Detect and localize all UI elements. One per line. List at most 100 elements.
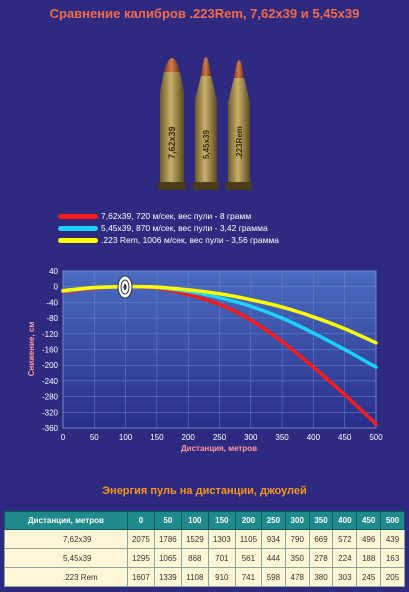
table-cell: 1295 [126, 548, 155, 568]
energy-table-title: Энергия пуль на дистанции, джоулей [102, 485, 307, 497]
legend-label: 7,62x39, 720 м/сек, вес пули - 8 грамм [101, 211, 252, 221]
x-tick-label: 300 [244, 433, 258, 442]
table-cell: 572 [332, 529, 358, 549]
cartridge-label-223: .223Rem [235, 126, 244, 159]
table-cell: 1303 [207, 529, 236, 549]
column-header: 0 [126, 511, 155, 530]
legend-label: .223 Rem, 1006 м/сек, вес пули - 3,56 гр… [101, 235, 280, 245]
table-cell: 380 [308, 567, 334, 587]
cartridge-762 [158, 58, 186, 190]
legend-item: .223 Rem, 1006 м/сек, вес пули - 3,56 гр… [58, 234, 279, 246]
column-header: 150 [207, 511, 236, 530]
x-tick-label: 250 [213, 433, 227, 442]
page-title: Сравнение калибров .223Rem, 7,62x39 и 5,… [49, 6, 360, 21]
column-header: 200 [234, 511, 263, 530]
table-cell: 1339 [153, 567, 182, 587]
y-axis-label: Снижение, см [27, 322, 36, 377]
table-cell: 598 [261, 567, 286, 587]
table-cell: 790 [284, 529, 310, 549]
x-tick-label: 100 [119, 433, 133, 442]
cartridges-image: 7,62x39 5,45x39 .223Rem [158, 57, 252, 190]
y-tick-label: -40 [46, 298, 58, 307]
x-tick-label: 400 [307, 433, 321, 442]
y-tick-label: 40 [49, 267, 58, 276]
table-cell: 1607 [126, 567, 155, 587]
column-header-distance: Дистанция, метров [4, 511, 128, 530]
target-icon [117, 275, 133, 299]
table-row-label: .223 Rem [4, 567, 128, 587]
table-cell: 561 [234, 548, 263, 568]
table-cell: 303 [332, 567, 358, 587]
table-cell: 163 [380, 548, 405, 568]
table-cell: 1065 [153, 548, 182, 568]
x-tick-label: 450 [338, 433, 352, 442]
table-cell: 278 [308, 548, 334, 568]
series-lines [61, 284, 378, 426]
table-row: 7,62x39 2075 1786 1529 1303 1105 934 790 669 572 4… [4, 529, 405, 549]
x-tick-label: 500 [369, 433, 383, 442]
y-tick-label: -80 [46, 314, 58, 323]
column-header: 50 [153, 511, 182, 530]
column-header: 300 [284, 511, 310, 530]
legend: 7,62x39, 720 м/сек, вес пули - 8 грамм 5… [58, 210, 279, 246]
table-cell: 205 [380, 567, 405, 587]
table-row: 5,45x39 1295 1065 868 701 561 444 350 278 224 188 1… [4, 548, 405, 568]
column-header: 250 [261, 511, 286, 530]
column-header: 500 [380, 511, 405, 530]
table-cell: 1105 [234, 529, 263, 549]
cartridge-545 [193, 57, 219, 190]
column-header: 350 [308, 511, 334, 530]
table-cell: 224 [332, 548, 358, 568]
table-cell: 350 [284, 548, 310, 568]
y-tick-label: -360 [42, 424, 59, 433]
y-tick-label: -240 [42, 377, 59, 386]
table-cell: 741 [234, 567, 263, 587]
y-tick-label: -280 [42, 393, 59, 402]
series-line-2 [61, 284, 378, 345]
y-tick-labels: 40 0 -40 -80 -120 -160 -200 -240 -280 -320 -360 [42, 267, 59, 433]
table-cell: 439 [380, 529, 405, 549]
column-header: 400 [332, 511, 358, 530]
energy-table: Дистанция, метров 0 50 100 150 200 250 300 350 40… [4, 511, 405, 587]
table-cell: 245 [356, 567, 382, 587]
x-axis-label: Дистанция, метров [181, 444, 257, 453]
legend-swatch [58, 237, 98, 243]
table-cell: 1108 [180, 567, 209, 587]
table-cell: 910 [207, 567, 236, 587]
x-tick-label: 350 [275, 433, 289, 442]
legend-item: 5,45x39, 870 м/сек, вес пули - 3,42 грам… [58, 222, 279, 234]
table-cell: 444 [261, 548, 286, 568]
legend-swatch [58, 213, 98, 219]
table-cell: 478 [284, 567, 310, 587]
x-tick-label: 150 [150, 433, 164, 442]
cartridge-label-545: 5,45x39 [202, 130, 211, 159]
y-tick-label: -200 [42, 361, 59, 370]
y-tick-label: -320 [42, 408, 59, 417]
table-cell: 496 [356, 529, 382, 549]
x-tick-label: 0 [61, 433, 66, 442]
table-cell: 1529 [180, 529, 209, 549]
y-tick-label: -120 [42, 330, 59, 339]
table-cell: 188 [356, 548, 382, 568]
column-header: 100 [180, 511, 209, 530]
table-row-label: 7,62x39 [4, 529, 128, 549]
x-tick-label: 200 [182, 433, 196, 442]
y-tick-label: -160 [42, 346, 59, 355]
legend-item: 7,62x39, 720 м/сек, вес пули - 8 грамм [58, 210, 279, 222]
x-tick-labels: 0 50 100 150 200 250 300 350 400 450 500 [61, 433, 383, 442]
table-row: .223 Rem 1607 1339 1108 910 741 598 478 380 303 24… [4, 567, 405, 587]
table-cell: 2075 [126, 529, 155, 549]
column-header: 450 [356, 511, 382, 530]
legend-swatch [58, 225, 98, 231]
x-tick-label: 50 [90, 433, 99, 442]
table-cell: 701 [207, 548, 236, 568]
cartridge-label-762: 7,62x39 [167, 126, 177, 159]
table-header-row: Дистанция, метров 0 50 100 150 200 250 300 350 40… [4, 511, 405, 530]
table-cell: 1786 [153, 529, 182, 549]
table-row-label: 5,45x39 [4, 548, 128, 568]
y-tick-label: 0 [54, 283, 59, 292]
table-cell: 934 [261, 529, 286, 549]
table-cell: 868 [180, 548, 209, 568]
cartridge-223 [226, 60, 252, 190]
